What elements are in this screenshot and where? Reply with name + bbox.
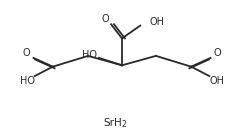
Text: OH: OH bbox=[150, 17, 165, 27]
Text: O: O bbox=[23, 48, 30, 58]
Text: 2: 2 bbox=[122, 120, 127, 129]
Text: OH: OH bbox=[209, 76, 224, 86]
Text: O: O bbox=[102, 14, 109, 24]
Text: SrH: SrH bbox=[103, 118, 122, 128]
Text: HO: HO bbox=[82, 50, 97, 60]
Text: HO: HO bbox=[20, 76, 35, 86]
Text: O: O bbox=[214, 48, 221, 58]
